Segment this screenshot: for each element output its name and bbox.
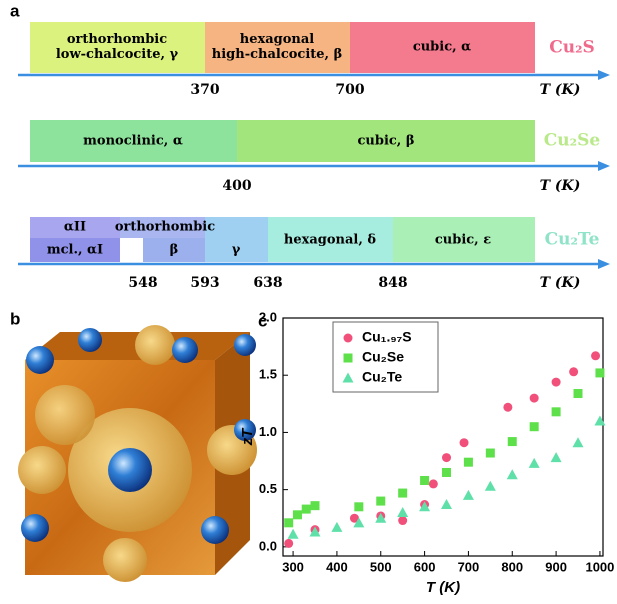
data-point [284, 518, 293, 527]
x-axis-label: T (K) [426, 579, 460, 596]
data-point [574, 389, 583, 398]
data-point [288, 529, 299, 539]
compound-label: Cu₂Te [545, 230, 600, 250]
data-point [591, 351, 600, 360]
axis-label: T (K) [540, 275, 581, 291]
x-tick-label: 1000 [585, 559, 614, 574]
phase-label: orthorhombic [115, 220, 215, 235]
data-point [398, 489, 407, 498]
data-point [441, 499, 452, 509]
data-point [569, 367, 578, 376]
y-axis-label: zT [239, 427, 256, 447]
phase-label: low-chalcocite, γ [56, 47, 179, 62]
data-point [354, 502, 363, 511]
data-point [551, 452, 562, 462]
legend-marker [344, 354, 353, 363]
phase-label: cubic, ε [435, 233, 491, 248]
data-point [311, 501, 320, 510]
panel-label: a [10, 1, 20, 20]
legend-entry: Cu₂Se [362, 349, 404, 365]
phase-label: hexagonal [240, 32, 315, 47]
legend-entry: Cu₁.₉₇S [362, 329, 412, 345]
data-point [530, 394, 539, 403]
data-point [594, 415, 605, 425]
data-point [464, 458, 473, 467]
data-point [302, 505, 311, 514]
data-point [552, 378, 561, 387]
data-point [503, 403, 512, 412]
phase-label: cubic, α [413, 40, 471, 55]
data-point [293, 510, 302, 519]
data-point [284, 539, 293, 548]
data-point [595, 368, 604, 377]
transition-temperature: 593 [190, 275, 219, 291]
data-point [397, 507, 408, 517]
phase-label: monoclinic, α [83, 134, 183, 149]
y-tick-label: 1.0 [259, 424, 277, 439]
data-point [508, 437, 517, 446]
axis-label: T (K) [540, 82, 581, 98]
panel-label: b [10, 309, 20, 328]
transition-temperature: 700 [335, 82, 364, 98]
x-tick-label: 600 [414, 559, 436, 574]
data-point [460, 438, 469, 447]
data-point [331, 522, 342, 532]
data-point [420, 476, 429, 485]
figure: a b c orthorhombiclow-chalcocite, γhexag… [0, 0, 617, 600]
y-tick-label: 0.5 [259, 481, 277, 496]
y-tick-label: 2.0 [259, 309, 277, 324]
transition-temperature: 370 [190, 82, 219, 98]
compound-label: Cu₂S [549, 38, 595, 58]
data-point [573, 437, 584, 447]
phase-label: high-chalcocite, β [212, 47, 342, 62]
x-tick-label: 400 [326, 559, 348, 574]
data-point [507, 469, 518, 479]
data-point [442, 468, 451, 477]
phase-label: γ [232, 243, 241, 258]
x-tick-label: 300 [282, 559, 304, 574]
phase-label: αII [64, 220, 86, 235]
transition-temperature: 548 [128, 275, 157, 291]
y-tick-label: 1.5 [259, 367, 277, 382]
y-tick-label: 0.0 [259, 538, 277, 553]
data-point [486, 449, 495, 458]
arrow-head [598, 259, 610, 269]
data-point [530, 422, 539, 431]
x-tick-label: 500 [370, 559, 392, 574]
axis-label: T (K) [540, 178, 581, 194]
x-tick-label: 900 [545, 559, 567, 574]
x-tick-label: 700 [458, 559, 480, 574]
data-point [552, 407, 561, 416]
crystal-structure [18, 325, 257, 582]
transition-temperature: 638 [253, 275, 282, 291]
phase-label: mcl., αI [47, 243, 103, 258]
phase-label: hexagonal, δ [284, 233, 377, 248]
legend-entry: Cu₂Te [362, 369, 402, 385]
data-point [398, 516, 407, 525]
plot-frame [283, 318, 603, 556]
arrow-head [598, 161, 610, 171]
data-point [376, 497, 385, 506]
x-tick-label: 800 [501, 559, 523, 574]
data-point [485, 481, 496, 491]
phase-label: cubic, β [358, 134, 415, 149]
data-point [429, 479, 438, 488]
transition-temperature: 848 [378, 275, 407, 291]
legend-marker [344, 334, 353, 343]
compound-label: Cu₂Se [544, 131, 601, 151]
transition-temperature: 400 [222, 178, 251, 194]
data-point [529, 458, 540, 468]
data-point [463, 490, 474, 500]
phase-label: β [170, 243, 179, 258]
data-point [442, 453, 451, 462]
phase-label: orthorhombic [67, 32, 167, 47]
arrow-head [598, 70, 610, 80]
